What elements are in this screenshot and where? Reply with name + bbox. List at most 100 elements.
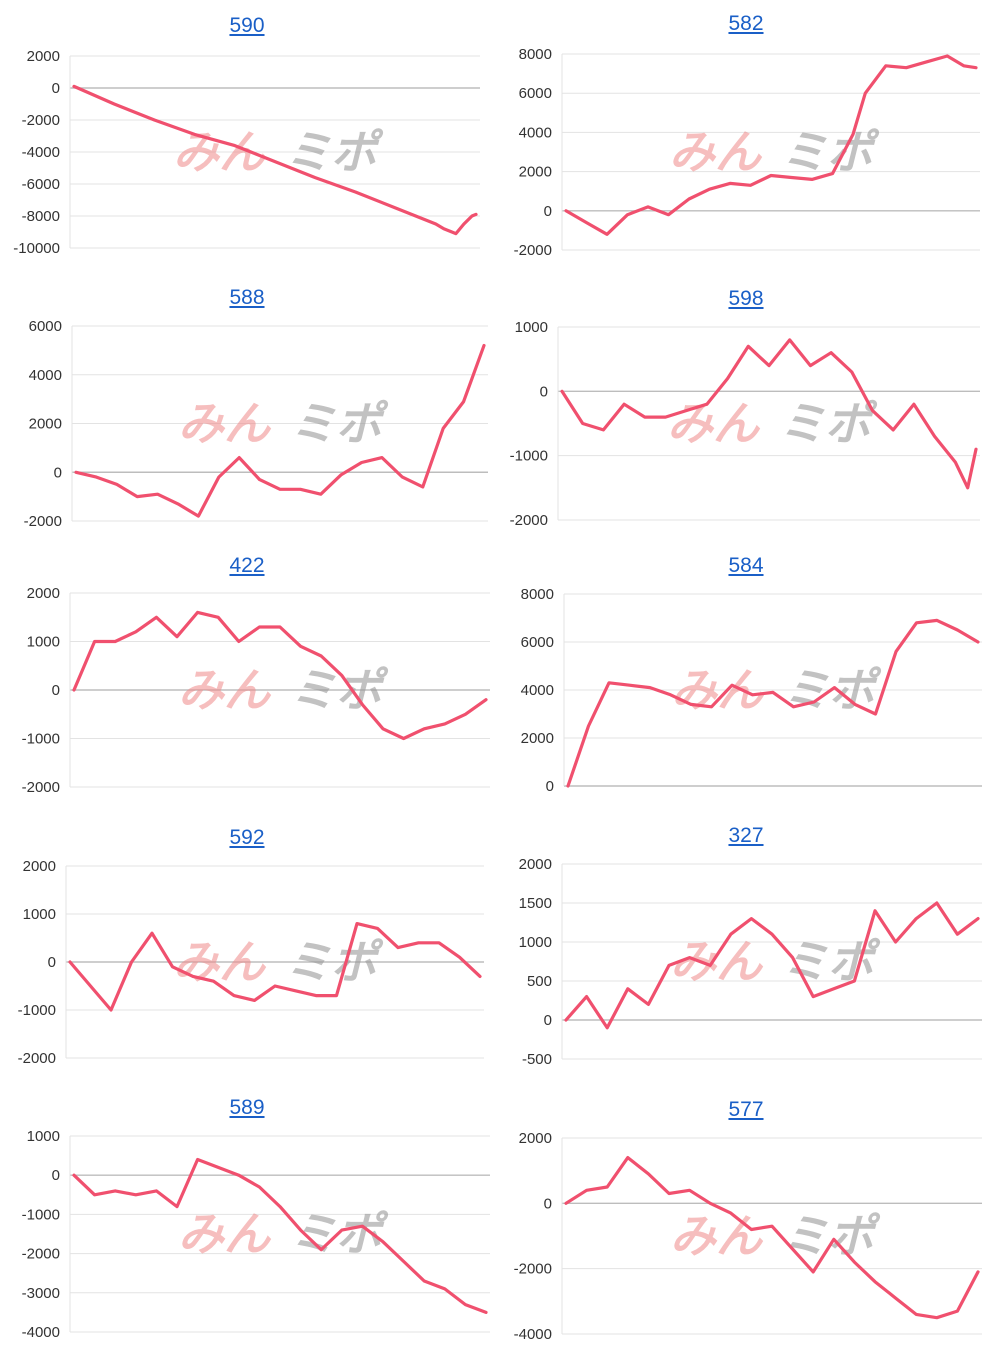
y-tick-label: -10000 — [13, 240, 60, 257]
y-tick-label: -2000 — [510, 512, 548, 529]
y-tick-label: 0 — [544, 203, 552, 220]
y-tick-label: 2000 — [27, 585, 60, 602]
chart-title-link[interactable]: 327 — [728, 824, 764, 847]
y-tick-label: 2000 — [23, 858, 56, 875]
chart-panel: 327 2000 1500 1000 500 0 -500 みん ミポ — [498, 812, 994, 1080]
y-tick-label: 0 — [52, 80, 60, 97]
chart-title-link[interactable]: 582 — [728, 12, 764, 35]
y-tick-label: 0 — [540, 383, 548, 400]
watermark-logo-left: みん — [178, 398, 272, 450]
y-tick-label: -6000 — [22, 176, 60, 193]
y-tick-label: -1000 — [22, 731, 60, 748]
chart-panel: 422 2000 1000 0 -1000 -2000 みん ミポ — [0, 540, 494, 810]
watermark-logo-right: ミポ — [779, 398, 878, 450]
chart-svg: 6000 4000 2000 0 -2000 みん ミポ — [24, 318, 488, 530]
watermark-logo-left: みん — [173, 936, 267, 988]
y-tick-label: -2000 — [514, 242, 552, 259]
watermark-logo-left: みん — [669, 126, 763, 178]
y-tick-label: -2000 — [514, 1261, 552, 1278]
series-line — [560, 338, 978, 490]
y-tick-label: -500 — [522, 1051, 552, 1068]
watermark-logo-right: ミポ — [285, 126, 384, 178]
watermark-logo-left: みん — [178, 664, 272, 716]
series-line — [72, 610, 488, 741]
chart-title-link[interactable]: 589 — [229, 1096, 265, 1119]
series-line — [564, 54, 978, 236]
y-tick-label: 0 — [546, 778, 554, 795]
chart-title-link[interactable]: 590 — [229, 14, 265, 37]
y-tick-label: 8000 — [519, 46, 552, 63]
watermark-logo-left: みん — [670, 1210, 764, 1262]
watermark-logo-left: みん — [670, 936, 764, 988]
series-line — [72, 84, 478, 236]
y-tick-label: 0 — [52, 682, 60, 699]
y-tick-label: 0 — [48, 954, 56, 971]
watermark-logo-left: みん — [667, 398, 761, 450]
chart-panel: 598 1000 0 -1000 -2000 みん ミポ — [498, 272, 994, 540]
chart-title-link[interactable]: 584 — [728, 554, 764, 577]
series-line — [566, 618, 980, 788]
watermark-logo-left: みん — [178, 1208, 272, 1260]
watermark-logo-right: ミポ — [781, 126, 880, 178]
y-tick-label: -4000 — [514, 1326, 552, 1343]
chart-svg: 1000 0 -1000 -2000 みん ミポ — [510, 319, 980, 529]
y-tick-label: -2000 — [22, 779, 60, 796]
y-tick-label: 0 — [544, 1012, 552, 1029]
y-tick-label: -2000 — [22, 1246, 60, 1263]
series-line — [564, 1156, 980, 1320]
y-tick-label: 2000 — [521, 730, 554, 747]
series-line — [72, 1157, 488, 1314]
y-tick-label: 1000 — [515, 319, 548, 336]
watermark-logo-right: ミポ — [290, 398, 389, 450]
chart-title-link[interactable]: 598 — [728, 287, 764, 310]
y-tick-label: 2000 — [27, 48, 60, 65]
y-tick-label: -2000 — [22, 112, 60, 129]
chart-title-link[interactable]: 422 — [229, 554, 265, 577]
chart-panel: 584 8000 6000 4000 2000 0 みん ミポ — [498, 540, 994, 810]
y-tick-label: 4000 — [521, 682, 554, 699]
y-tick-label: 2000 — [519, 1130, 552, 1147]
chart-svg: 8000 6000 4000 2000 0 -2000 みん ミポ — [514, 46, 980, 259]
y-tick-label: 2000 — [519, 164, 552, 181]
y-tick-label: 4000 — [29, 367, 62, 384]
y-tick-label: 1000 — [23, 906, 56, 923]
watermark-logo-left: みん — [671, 664, 765, 716]
y-tick-label: 1500 — [519, 895, 552, 912]
series-line — [74, 343, 486, 518]
chart-title-link[interactable]: 588 — [229, 286, 265, 309]
y-tick-label: 2000 — [29, 416, 62, 433]
y-tick-label: -8000 — [22, 208, 60, 225]
y-tick-label: 2000 — [519, 856, 552, 873]
y-tick-label: -2000 — [24, 513, 62, 530]
chart-panel: 588 6000 4000 2000 0 -2000 みん ミポ — [0, 272, 494, 540]
y-tick-label: -1000 — [510, 448, 548, 465]
chart-panel: 582 8000 6000 4000 2000 0 -2000 みん ミポ — [498, 0, 994, 268]
chart-panel: 590 2000 0 -2000 -4000 -6000 -8000 -10000 みん ミポ — [0, 0, 494, 268]
series-line — [564, 901, 980, 1030]
chart-panel: 592 2000 1000 0 -1000 -2000 みん ミポ — [0, 812, 494, 1080]
y-tick-label: 0 — [544, 1195, 552, 1212]
y-tick-label: -3000 — [22, 1285, 60, 1302]
y-tick-label: -2000 — [18, 1050, 56, 1067]
chart-title-link[interactable]: 592 — [229, 826, 265, 849]
watermark-logo-right: ミポ — [285, 936, 384, 988]
y-tick-label: 1000 — [519, 934, 552, 951]
y-tick-label: 0 — [52, 1167, 60, 1184]
chart-title-link[interactable]: 577 — [728, 1098, 764, 1121]
chart-svg: 2000 1000 0 -1000 -2000 みん ミポ — [18, 858, 484, 1067]
chart-panel: 589 1000 0 -1000 -2000 -3000 -4000 みん ミポ — [0, 1082, 494, 1352]
y-tick-label: 6000 — [519, 85, 552, 102]
y-tick-label: 6000 — [29, 318, 62, 335]
y-tick-label: -4000 — [22, 144, 60, 161]
y-tick-label: 1000 — [27, 1128, 60, 1145]
y-tick-label: 0 — [54, 464, 62, 481]
y-tick-label: -1000 — [18, 1002, 56, 1019]
y-tick-label: 1000 — [27, 634, 60, 651]
y-tick-label: -1000 — [22, 1206, 60, 1223]
y-tick-label: 8000 — [521, 586, 554, 603]
